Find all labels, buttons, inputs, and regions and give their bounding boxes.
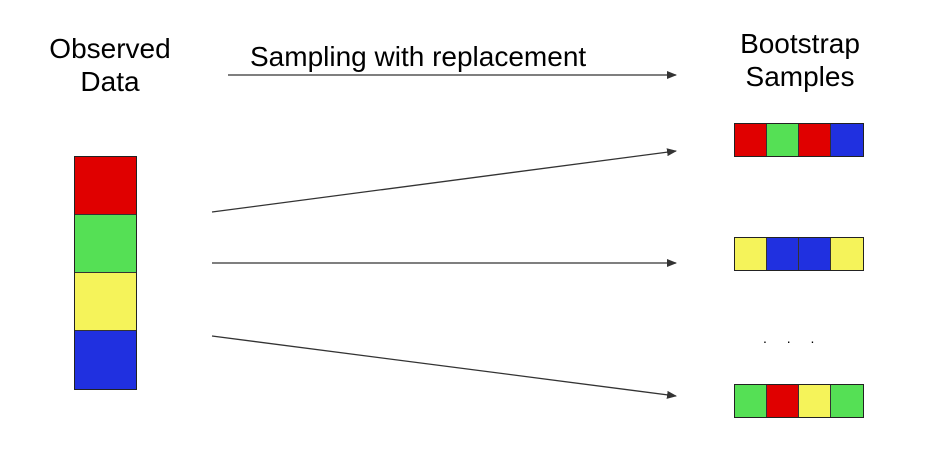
arrow-to-sample-3: [211, 335, 677, 399]
sample-1-cell-3: [799, 124, 831, 156]
sample-3-cell-1: [735, 385, 767, 417]
sample-3-cell-4: [831, 385, 863, 417]
bootstrap-sample-3: [734, 384, 864, 418]
sample-2-cell-4: [831, 238, 863, 270]
observed-cell-1: [75, 157, 136, 215]
observed-title-line2: Data: [80, 66, 140, 97]
bootstrap-sample-1: [734, 123, 864, 157]
observed-data-column: [74, 156, 137, 390]
bootstrap-sample-2: [734, 237, 864, 271]
sample-3-cell-2: [767, 385, 799, 417]
observed-data-title: Observed Data: [30, 32, 190, 98]
observed-title-line1: Observed: [49, 33, 171, 64]
sample-2-cell-2: [767, 238, 799, 270]
bootstrap-samples-title: Bootstrap Samples: [720, 27, 880, 93]
sample-2-cell-3: [799, 238, 831, 270]
sample-1-cell-4: [831, 124, 863, 156]
sample-2-cell-1: [735, 238, 767, 270]
bootstrap-title-line2: Samples: [745, 61, 855, 92]
observed-cell-2: [75, 215, 136, 273]
bootstrap-title-line1: Bootstrap: [740, 28, 860, 59]
arrow-to-sample-1: [211, 148, 677, 213]
sampling-caption: Sampling with replacement: [250, 41, 587, 72]
observed-cell-4: [75, 331, 136, 389]
observed-cell-3: [75, 273, 136, 331]
more-samples-ellipsis: . . .: [763, 330, 823, 346]
sample-1-cell-2: [767, 124, 799, 156]
sample-1-cell-1: [735, 124, 767, 156]
sample-3-cell-3: [799, 385, 831, 417]
